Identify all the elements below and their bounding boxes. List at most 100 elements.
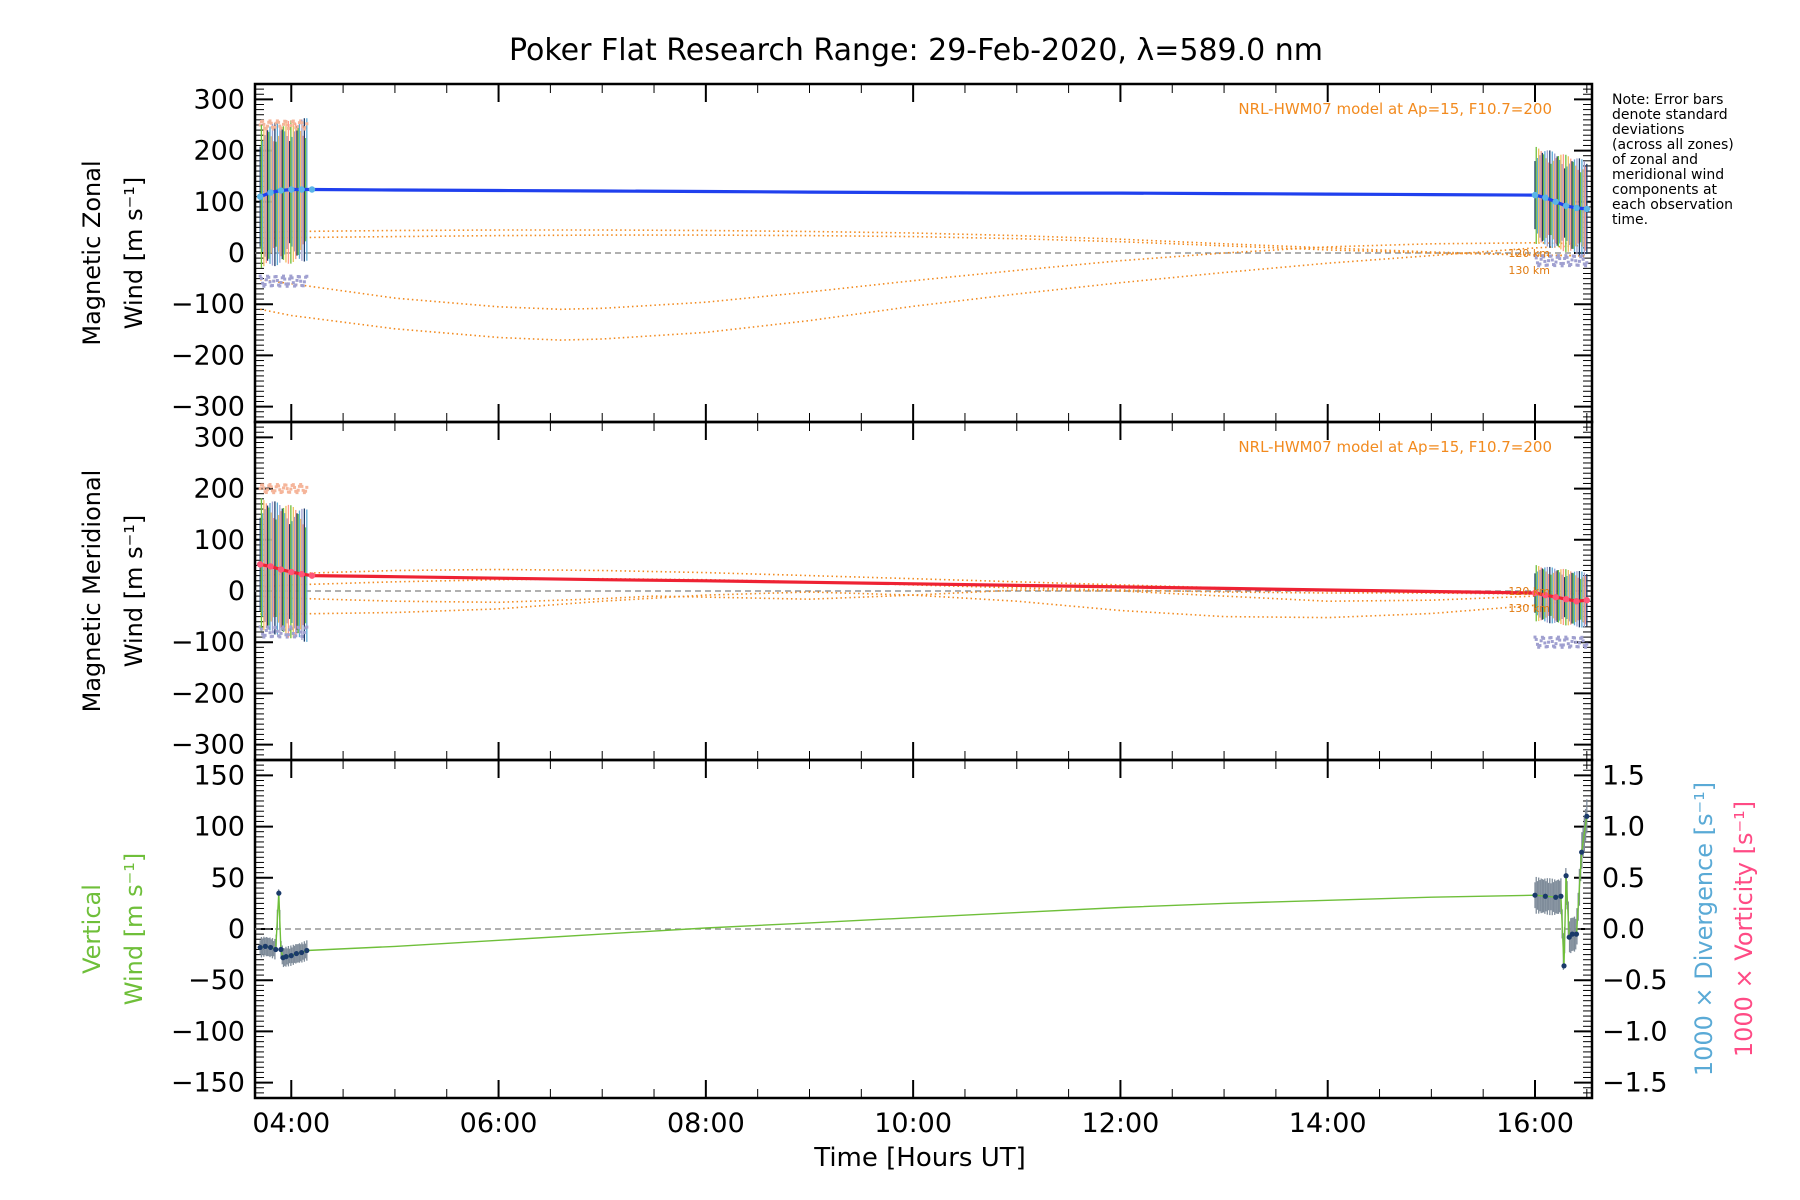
model-marker — [291, 281, 295, 285]
model-marker — [297, 121, 301, 125]
altitude-label: 130 km — [1508, 602, 1550, 615]
model-marker — [282, 122, 286, 126]
model-marker — [1572, 254, 1576, 258]
model-marker — [1566, 260, 1570, 264]
y-tick-label: −100 — [171, 1016, 245, 1047]
model-marker — [270, 489, 274, 493]
model-marker — [1563, 638, 1567, 642]
y-axis-label: Wind [m s⁻¹] — [120, 177, 148, 329]
wind-point — [1531, 191, 1539, 199]
y-tick-label: 0 — [228, 576, 245, 607]
model-note: NRL-HWM07 model at Ap=15, F10.7=200 — [1238, 100, 1552, 118]
right-tick-label: −1.5 — [1602, 1068, 1668, 1099]
note-line: time. — [1612, 212, 1648, 228]
model-curve — [260, 241, 1587, 311]
right-tick-label: 1.5 — [1602, 760, 1645, 791]
model-marker — [290, 627, 294, 631]
model-marker — [264, 278, 268, 282]
wind-point — [1579, 849, 1585, 855]
model-marker — [1580, 635, 1584, 639]
model-curve — [260, 591, 1587, 619]
model-marker — [1566, 642, 1570, 646]
model-marker — [1542, 255, 1546, 259]
wind-line — [259, 562, 1587, 603]
model-marker — [1558, 638, 1562, 642]
model-marker — [262, 284, 266, 288]
model-marker — [280, 490, 284, 494]
model-marker — [267, 626, 271, 630]
model-marker — [295, 491, 299, 495]
y-tick-label: 0 — [228, 238, 245, 269]
model-marker — [1577, 641, 1581, 645]
model-marker — [299, 119, 303, 123]
model-marker — [289, 625, 293, 629]
model-marker — [1533, 635, 1537, 639]
model-marker — [1556, 635, 1560, 639]
model-marker — [1547, 259, 1551, 263]
model-marker — [268, 631, 272, 635]
model-marker — [1581, 257, 1585, 261]
wind-point — [1531, 589, 1539, 597]
model-marker — [284, 483, 288, 487]
model-marker — [1581, 639, 1585, 643]
model-marker — [1584, 645, 1588, 649]
model-marker — [258, 625, 262, 629]
right-tick-label: −0.5 — [1602, 965, 1668, 996]
wind-point — [1552, 593, 1559, 601]
y-tick-label: 0 — [228, 914, 245, 945]
model-marker — [1555, 255, 1559, 259]
model-marker — [1545, 263, 1549, 267]
model-marker — [1572, 636, 1576, 640]
model-marker — [286, 633, 290, 637]
wind-point — [308, 572, 316, 579]
model-marker — [282, 274, 286, 278]
model-marker — [296, 125, 300, 129]
y-tick-label: 200 — [193, 474, 245, 505]
model-marker — [1550, 640, 1554, 644]
wind-point — [1561, 963, 1567, 969]
model-marker — [1564, 254, 1568, 258]
right-tick-label: −1.0 — [1602, 1016, 1668, 1047]
wind-point — [273, 946, 279, 953]
model-marker — [302, 631, 306, 635]
model-marker — [263, 283, 267, 287]
x-tick-label: 04:00 — [252, 1108, 330, 1139]
wind-point — [262, 943, 268, 950]
model-marker — [1558, 257, 1562, 261]
model-marker — [1584, 264, 1588, 268]
model-marker — [283, 628, 287, 632]
wind-point — [283, 954, 289, 960]
model-marker — [299, 482, 303, 486]
divergence-axis-label: 1000 × Divergence [s⁻¹] — [1690, 782, 1718, 1076]
note-line: denote standard — [1612, 107, 1728, 123]
y-tick-label: −100 — [171, 627, 245, 658]
wind-point — [1573, 598, 1580, 605]
model-marker — [262, 635, 266, 639]
y-tick-label: −150 — [171, 1068, 245, 1099]
model-marker — [289, 274, 293, 278]
model-marker — [1543, 259, 1547, 263]
model-marker — [1537, 645, 1541, 649]
model-marker — [1561, 643, 1565, 647]
error-bar-note: Note: Error bars denote standard deviati… — [1612, 92, 1734, 228]
model-marker — [285, 123, 289, 127]
model-marker — [293, 485, 297, 489]
model-marker — [288, 490, 292, 494]
model-marker — [266, 488, 270, 492]
model-marker — [284, 633, 288, 637]
note-line: each observation — [1612, 197, 1733, 213]
wind-point — [1584, 813, 1590, 819]
wind-point — [1569, 931, 1575, 937]
model-marker — [301, 488, 305, 492]
y-axis-label: Vertical — [78, 884, 106, 974]
model-marker — [285, 284, 289, 288]
note-line: of zonal and — [1612, 152, 1698, 168]
y-tick-label: 100 — [193, 187, 245, 218]
model-curve — [260, 229, 1587, 257]
model-marker — [299, 630, 303, 634]
model-marker — [301, 284, 305, 288]
model-marker — [269, 121, 273, 125]
model-marker — [1555, 637, 1559, 641]
model-marker — [1550, 258, 1554, 262]
model-marker — [262, 486, 266, 490]
